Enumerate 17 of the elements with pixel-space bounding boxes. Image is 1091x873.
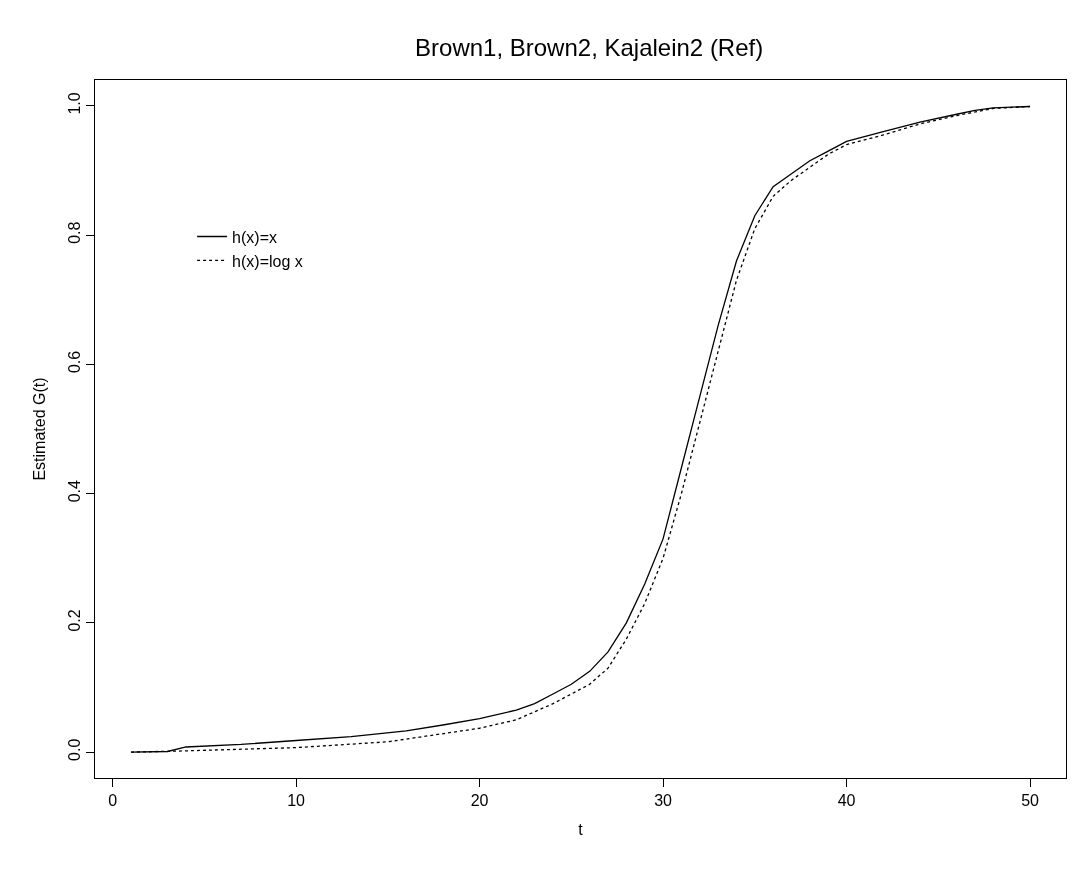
y-axis-title: Estimated G(t) (31, 377, 49, 481)
legend-label: h(x)=x (232, 228, 278, 246)
x-tick-label: 40 (837, 792, 856, 810)
x-tick-label: 30 (654, 792, 673, 810)
legend-label: h(x)=log x (232, 252, 303, 270)
x-axis-title: t (578, 820, 584, 838)
chart-title: Brown1, Brown2, Kajalein2 (Ref) (415, 34, 764, 62)
y-tick-label: 0.8 (65, 221, 83, 244)
x-tick-label: 10 (287, 792, 306, 810)
x-tick-label: 0 (108, 792, 118, 810)
y-tick-label: 0.4 (65, 480, 83, 503)
y-tick-label: 0.6 (65, 350, 83, 374)
x-tick-label: 50 (1021, 792, 1040, 810)
x-tick-label: 20 (470, 792, 489, 810)
y-tick-label: 0.2 (65, 609, 83, 632)
y-tick-label: 1.0 (65, 92, 83, 115)
y-tick-label: 0.0 (65, 738, 83, 761)
